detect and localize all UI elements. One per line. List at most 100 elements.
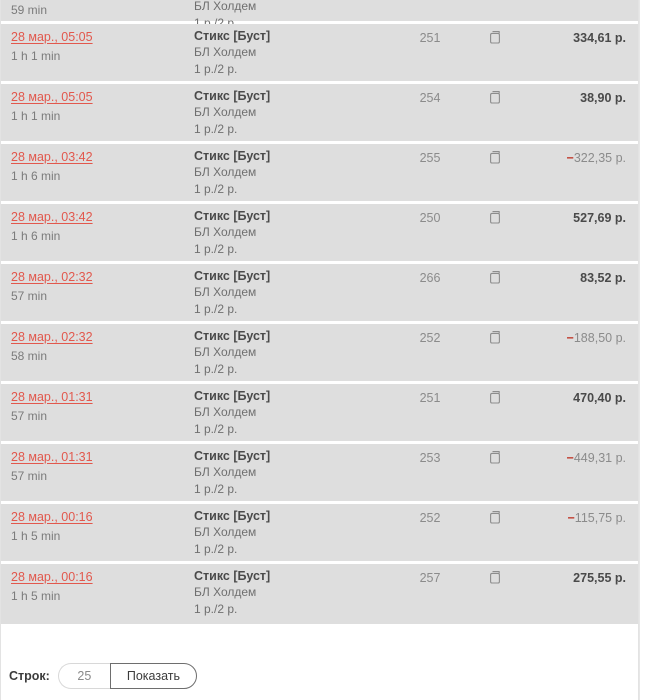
table-cards-icon[interactable] <box>489 510 503 525</box>
game-name: Стикс [Буст] <box>194 509 271 523</box>
amount-value: 115,75 p. <box>574 511 626 525</box>
rows-per-page-control: Показать <box>57 663 197 689</box>
game-info-cell: Стикс [Буст] БЛ Холдем 1 p./2 p. <box>194 568 394 618</box>
hands-count: 252 <box>419 511 441 525</box>
table-type-cell <box>466 448 526 467</box>
table-row[interactable]: 28 мар., 00:16 1 h 5 min Стикс [Буст] БЛ Хо… <box>1 504 638 564</box>
table-row[interactable]: 28 мар., 00:16 1 h 5 min Стикс [Буст] БЛ Хо… <box>1 564 638 624</box>
session-date-link[interactable]: 28 мар., 03:42 <box>11 210 93 224</box>
page-scrollbar-gutter[interactable] <box>639 0 654 700</box>
hands-count-cell: 250 <box>394 208 466 227</box>
game-info-cell: Стикс [Буст] БЛ Холдем 1 p./2 p. <box>194 88 394 138</box>
game-info-cell: Стикс [Буст] БЛ Холдем 1 p./2 p. <box>194 148 394 198</box>
table-row[interactable]: 28 мар., 05:05 1 h 1 min Стикс [Буст] БЛ Хо… <box>1 24 638 84</box>
amount-value: 38,90 p. <box>580 91 626 105</box>
amount-cell: −188,50 p. <box>526 328 638 347</box>
table-cards-icon[interactable] <box>489 150 503 165</box>
hands-count: 266 <box>419 271 441 285</box>
session-date-cell: 28 мар., 02:32 58 min <box>1 328 194 365</box>
game-variant: БЛ Холдем <box>194 45 257 59</box>
session-date-link[interactable]: 28 мар., 00:16 <box>11 570 93 584</box>
table-row[interactable]: 28 мар., 03:42 1 h 6 min Стикс [Буст] БЛ Хо… <box>1 204 638 264</box>
amount-negative: −322,35 p. <box>567 151 626 165</box>
game-info-cell: Стикс [Буст] БЛ Холдем 1 p./2 p. <box>194 448 394 498</box>
session-date-cell: 28 мар., 00:16 1 h 5 min <box>1 568 194 605</box>
sessions-table: 28 мар., 06:1759 min Стикс [Буст] БЛ Холде… <box>1 0 638 624</box>
game-stakes: 1 p./2 p. <box>194 302 238 316</box>
hands-count: 253 <box>419 451 441 465</box>
session-date-link[interactable]: 28 мар., 03:42 <box>11 150 93 164</box>
table-cards-icon[interactable] <box>489 570 503 585</box>
table-row[interactable]: 28 мар., 02:32 57 min Стикс [Буст] БЛ Холде… <box>1 264 638 324</box>
game-name: Стикс [Буст] <box>194 569 271 583</box>
table-cards-icon[interactable] <box>489 450 503 465</box>
game-stakes: 1 p./2 p. <box>194 542 238 556</box>
amount-value: 470,40 p. <box>573 391 626 405</box>
game-stakes: 1 p./2 p. <box>194 422 238 436</box>
game-name: Стикс [Буст] <box>194 329 271 343</box>
amount-cell: 519,54 p. <box>526 0 638 1</box>
game-variant: БЛ Холдем <box>194 285 257 299</box>
session-date-link[interactable]: 28 мар., 02:32 <box>11 330 93 344</box>
negative-sign: − <box>567 511 575 525</box>
session-date-cell: 28 мар., 03:42 1 h 6 min <box>1 208 194 245</box>
amount-value: 188,50 p. <box>573 331 626 345</box>
table-type-cell <box>466 208 526 227</box>
session-date-cell: 28 мар., 02:32 57 min <box>1 268 194 305</box>
game-name: Стикс [Буст] <box>194 449 271 463</box>
table-type-cell <box>466 508 526 527</box>
amount-cell: 470,40 p. <box>526 388 638 407</box>
game-variant: БЛ Холдем <box>194 525 257 539</box>
session-date-link[interactable]: 28 мар., 05:05 <box>11 90 93 104</box>
session-date-link[interactable]: 28 мар., 01:31 <box>11 390 93 404</box>
hands-count-cell: 255 <box>394 148 466 167</box>
session-duration: 58 min <box>11 349 48 363</box>
session-date-cell: 28 мар., 06:1759 min <box>1 0 194 19</box>
table-cards-icon[interactable] <box>489 390 503 405</box>
show-button[interactable]: Показать <box>109 663 197 689</box>
amount-cell: −449,31 p. <box>526 448 638 467</box>
table-row[interactable]: 28 мар., 01:31 57 min Стикс [Буст] БЛ Холде… <box>1 384 638 444</box>
session-duration: 57 min <box>11 409 48 423</box>
table-footer: Строк: Показать <box>1 645 638 700</box>
table-row[interactable]: 28 мар., 02:32 58 min Стикс [Буст] БЛ Холде… <box>1 324 638 384</box>
session-date-link[interactable]: 28 мар., 02:32 <box>11 270 93 284</box>
negative-sign: − <box>566 331 574 345</box>
table-cards-icon[interactable] <box>489 210 503 225</box>
table-row[interactable]: 28 мар., 03:42 1 h 6 min Стикс [Буст] БЛ Хо… <box>1 144 638 204</box>
rows-per-page-label: Строк: <box>9 669 50 683</box>
amount-positive: 38,90 p. <box>580 91 626 105</box>
negative-sign: − <box>566 451 574 465</box>
amount-negative: −188,50 p. <box>567 331 626 345</box>
session-date-link[interactable]: 28 мар., 05:05 <box>11 30 93 44</box>
game-stakes: 1 p./2 p. <box>194 242 238 256</box>
amount-positive: 334,61 p. <box>573 31 626 45</box>
session-duration: 57 min <box>11 469 48 483</box>
game-name: Стикс [Буст] <box>194 209 271 223</box>
table-type-cell <box>466 328 526 347</box>
game-name: Стикс [Буст] <box>194 269 271 283</box>
amount-positive: 527,69 p. <box>573 211 626 225</box>
table-type-cell <box>466 268 526 287</box>
rows-per-page-input[interactable] <box>57 663 110 689</box>
table-cards-icon[interactable] <box>489 330 503 345</box>
session-duration: 1 h 5 min <box>11 529 61 543</box>
session-date-cell: 28 мар., 03:42 1 h 6 min <box>1 148 194 185</box>
game-variant: БЛ Холдем <box>194 105 257 119</box>
table-row[interactable]: 28 мар., 05:05 1 h 1 min Стикс [Буст] БЛ Хо… <box>1 84 638 144</box>
game-stakes: 1 p./2 p. <box>194 482 238 496</box>
game-info-cell: Стикс [Буст] БЛ Холдем 1 p./2 p. <box>194 268 394 318</box>
hands-count: 254 <box>419 91 441 105</box>
table-row[interactable]: 28 мар., 01:31 57 min Стикс [Буст] БЛ Холде… <box>1 444 638 504</box>
session-date-cell: 28 мар., 05:05 1 h 1 min <box>1 88 194 125</box>
table-cards-icon[interactable] <box>489 270 503 285</box>
table-cards-icon[interactable] <box>489 30 503 45</box>
session-date-link[interactable]: 28 мар., 01:31 <box>11 450 93 464</box>
game-info-cell: Стикс [Буст] БЛ Холдем 1 p./2 p. <box>194 388 394 438</box>
table-cards-icon[interactable] <box>489 90 503 105</box>
amount-positive: 470,40 p. <box>573 391 626 405</box>
game-name: Стикс [Буст] <box>194 149 271 163</box>
session-date-link[interactable]: 28 мар., 00:16 <box>11 510 93 524</box>
